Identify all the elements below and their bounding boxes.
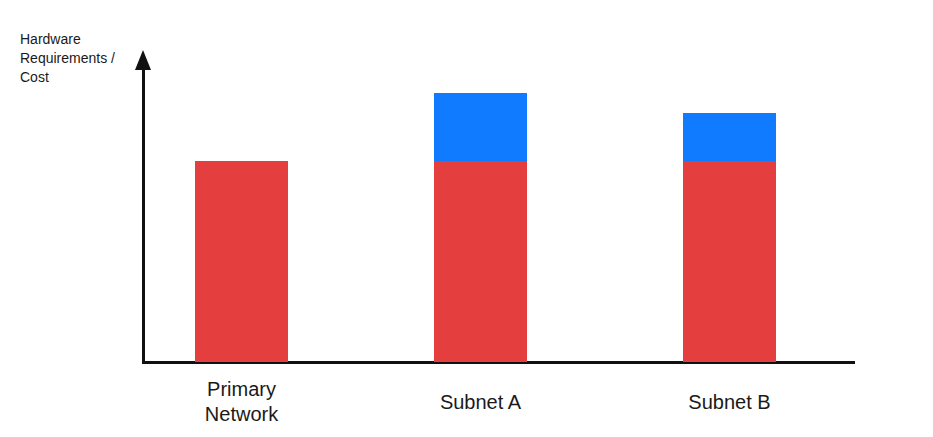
- category-label-subnet-a: Subnet A: [406, 376, 556, 428]
- bar-segment-red-base-segment-subnet-a: [434, 161, 527, 362]
- y-axis-label-line-3: Cost: [20, 68, 115, 87]
- bar-segment-blue-top-segment-subnet-b: [683, 113, 776, 161]
- y-axis-label-line-1: Hardware: [20, 30, 115, 49]
- category-label-primary-network: Primary Network: [167, 376, 317, 428]
- bar-segment-red-base-segment-subnet-b: [683, 161, 776, 362]
- bar-segment-blue-top-segment-subnet-a: [434, 93, 527, 161]
- category-label-subnet-b: Subnet B: [655, 376, 805, 428]
- y-axis-label-line-2: Requirements /: [20, 49, 115, 68]
- bar-segment-red-base-segment-primary-network: [195, 161, 288, 362]
- y-axis-line: [142, 58, 145, 364]
- chart-canvas: Hardware Requirements / Cost Primary Net…: [0, 0, 933, 437]
- y-axis-label: Hardware Requirements / Cost: [20, 30, 115, 87]
